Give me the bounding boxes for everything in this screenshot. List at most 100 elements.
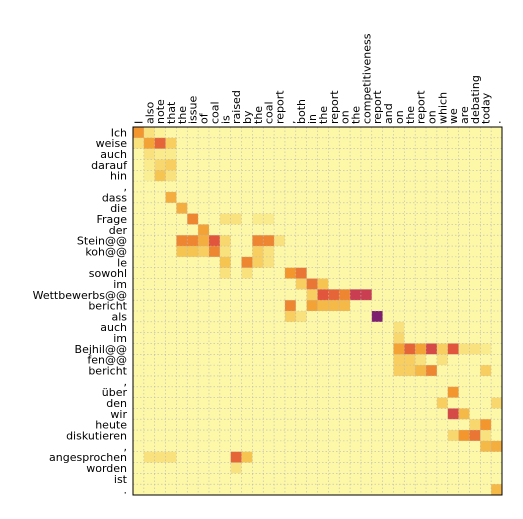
x-tick-label: in: [306, 114, 319, 124]
heatmap-cell: [393, 137, 405, 150]
heatmap-cell: [284, 397, 297, 409]
heatmap-cell: [469, 213, 481, 225]
heatmap-cell: [317, 375, 329, 388]
heatmap-cell: [447, 365, 459, 377]
heatmap-cell: [458, 365, 470, 377]
heatmap-cell: [274, 170, 286, 182]
heatmap-cell: [154, 332, 166, 344]
heatmap-cell: [469, 127, 481, 139]
heatmap-cell: [176, 278, 188, 290]
heatmap-cell: [208, 419, 221, 431]
heatmap-cell: [263, 311, 275, 323]
heatmap-cell: [284, 473, 297, 485]
heatmap-cell: [371, 127, 384, 139]
heatmap-cell: [241, 267, 253, 279]
heatmap-cell: [458, 300, 470, 312]
heatmap-cell: [491, 440, 503, 453]
heatmap-cell: [295, 462, 308, 474]
heatmap-cell: [382, 127, 394, 139]
heatmap-cell: [426, 246, 438, 258]
heatmap-cell: [436, 224, 449, 236]
heatmap-cell: [241, 332, 253, 344]
heatmap-cell: [306, 170, 318, 182]
heatmap-cell: [176, 430, 188, 442]
heatmap-cell: [306, 440, 318, 453]
heatmap-cell: [187, 256, 199, 269]
heatmap-cell: [306, 397, 318, 409]
heatmap-cell: [284, 430, 297, 442]
heatmap-cell: [491, 278, 503, 290]
heatmap-cell: [154, 375, 166, 388]
heatmap-cell: [458, 440, 470, 453]
heatmap-cell: [491, 127, 503, 139]
x-tick-label: coal: [208, 101, 221, 124]
heatmap-cell: [458, 321, 470, 334]
heatmap-cell: [263, 148, 275, 160]
heatmap-cell: [295, 246, 308, 258]
x-tick-label: note: [154, 99, 167, 124]
heatmap-cell: [219, 365, 232, 377]
heatmap-cell: [339, 484, 351, 496]
heatmap-cell: [198, 440, 210, 453]
heatmap-cell: [469, 311, 481, 323]
heatmap-cell: [274, 300, 286, 312]
heatmap-cell: [241, 451, 253, 463]
heatmap-cell: [426, 311, 438, 323]
heatmap-cell: [306, 386, 318, 398]
heatmap-cell: [317, 224, 329, 236]
heatmap-cell: [230, 246, 242, 258]
heatmap-cell: [274, 397, 286, 409]
heatmap-cell: [241, 246, 253, 258]
heatmap-cell: [198, 365, 210, 377]
heatmap-cell: [133, 267, 145, 279]
heatmap-cell: [284, 256, 297, 269]
heatmap-cell: [469, 159, 481, 171]
heatmap-cell: [198, 473, 210, 485]
heatmap-cell: [339, 246, 351, 258]
heatmap-cell: [187, 170, 199, 182]
heatmap-cell: [393, 430, 405, 442]
heatmap-cell: [306, 235, 318, 247]
heatmap-cell: [426, 354, 438, 366]
heatmap-cell: [447, 213, 459, 225]
heatmap-cell: [295, 170, 308, 182]
heatmap-cell: [317, 137, 329, 150]
heatmap-cell: [241, 311, 253, 323]
heatmap-cell: [426, 213, 438, 225]
heatmap-cell: [360, 484, 373, 496]
heatmap-cell: [469, 300, 481, 312]
heatmap-cell: [393, 148, 405, 160]
heatmap-cell: [284, 213, 297, 225]
y-tick-labels: Ichweiseauchdaraufhin,dassdieFragederSte…: [33, 126, 129, 496]
heatmap-cell: [371, 213, 384, 225]
heatmap-cell: [360, 386, 373, 398]
heatmap-cell: [491, 202, 503, 214]
heatmap-cell: [339, 213, 351, 225]
heatmap-cell: [339, 278, 351, 290]
heatmap-cell: [458, 246, 470, 258]
heatmap-cell: [447, 473, 459, 485]
heatmap-cell: [241, 375, 253, 388]
x-tick-label: are: [458, 106, 471, 124]
heatmap-cell: [458, 170, 470, 182]
heatmap-cell: [165, 202, 177, 214]
heatmap-cell: [447, 224, 459, 236]
heatmap-cell: [143, 181, 156, 193]
heatmap-cell: [350, 408, 362, 420]
heatmap-cell: [436, 408, 449, 420]
heatmap-cell: [133, 181, 145, 193]
heatmap-cell: [350, 137, 362, 150]
heatmap-cell: [274, 311, 286, 323]
heatmap-cell: [458, 484, 470, 496]
heatmap-cell: [252, 148, 264, 160]
heatmap-cell: [306, 311, 318, 323]
heatmap-cell: [458, 343, 470, 355]
heatmap-cell: [187, 202, 199, 214]
heatmap-cell: [252, 300, 264, 312]
heatmap-cell: [393, 397, 405, 409]
heatmap-cell: [350, 181, 362, 193]
heatmap-cell: [295, 365, 308, 377]
heatmap-cell: [143, 224, 156, 236]
heatmap-cell: [230, 300, 242, 312]
heatmap-cell: [154, 148, 166, 160]
